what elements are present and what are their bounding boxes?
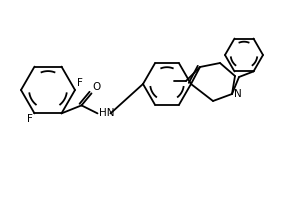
Text: N: N — [234, 89, 242, 99]
Text: F: F — [27, 114, 33, 124]
Text: HN: HN — [99, 108, 114, 118]
Text: O: O — [92, 82, 101, 92]
Text: F: F — [77, 78, 83, 88]
